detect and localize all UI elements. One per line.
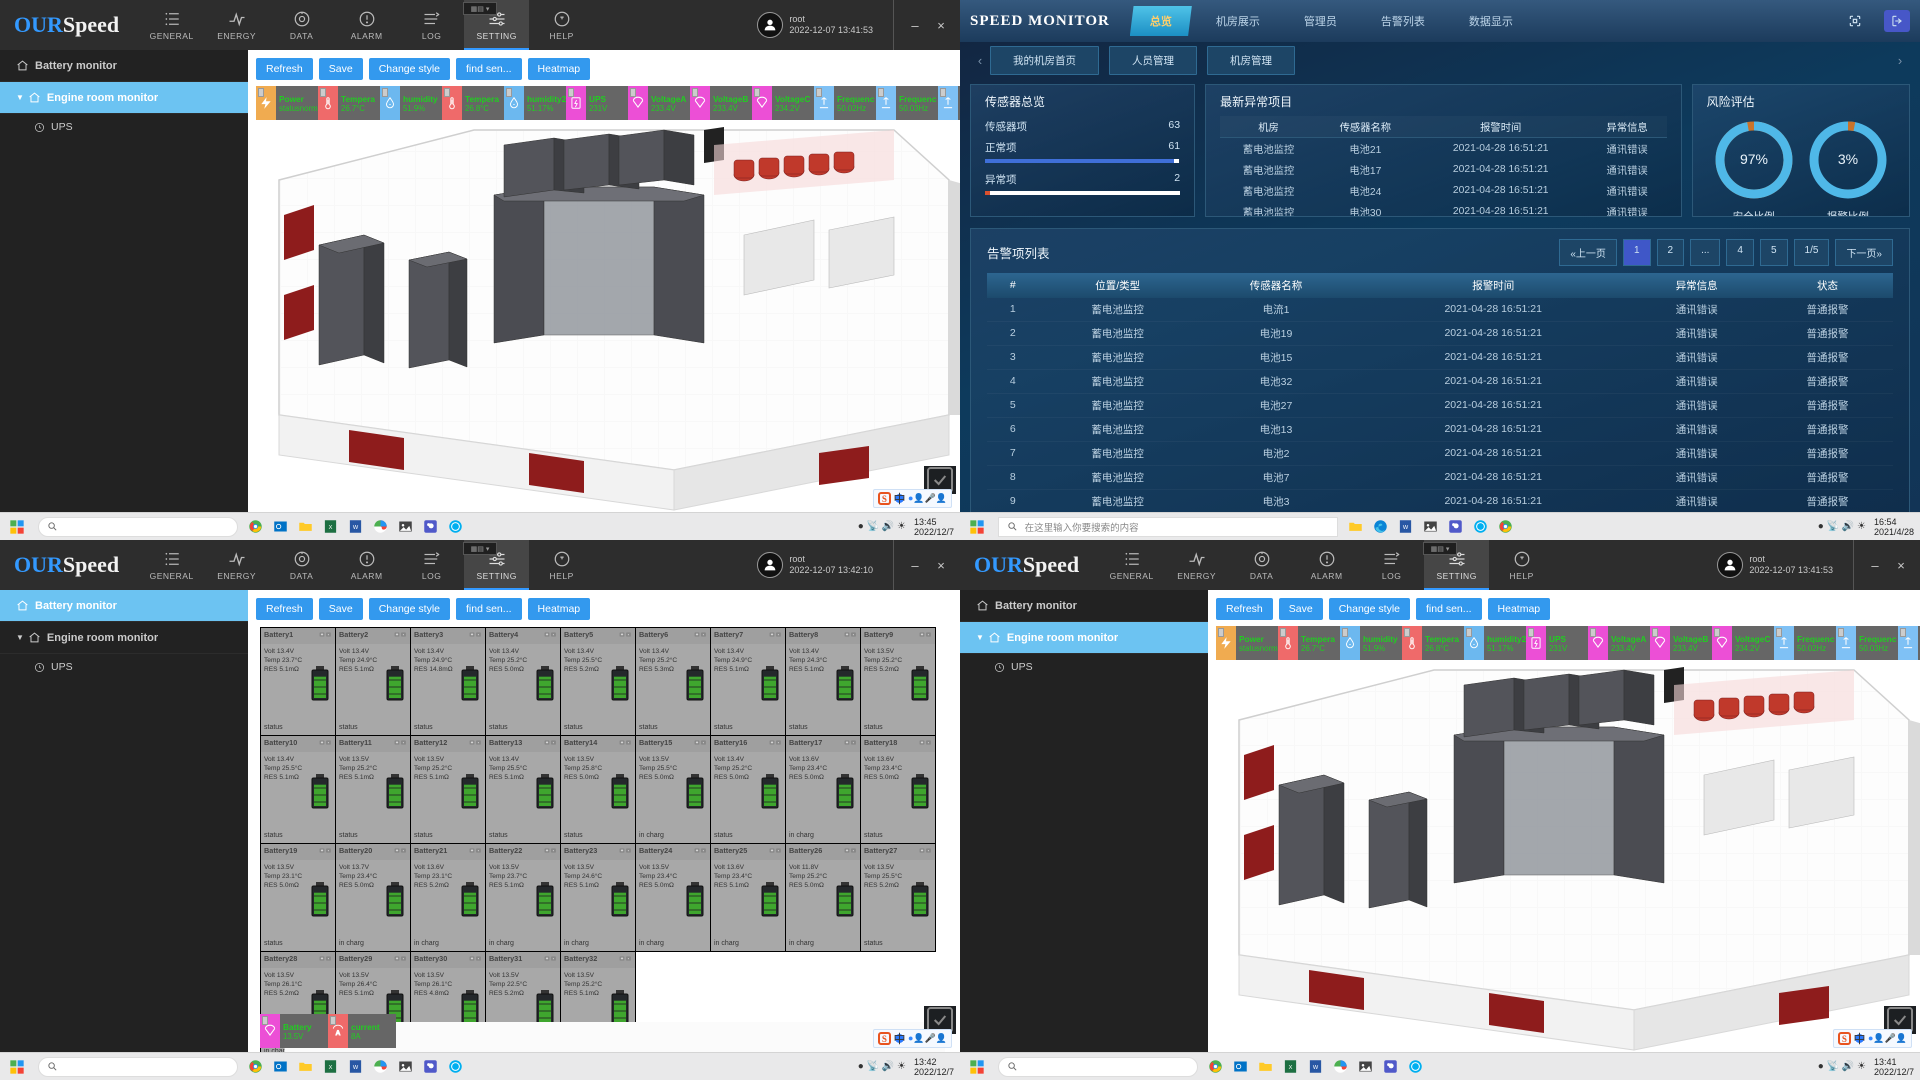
svg-text:97%: 97% — [1740, 151, 1768, 167]
svg-text:W: W — [1313, 1065, 1319, 1071]
svg-text:W: W — [353, 1065, 359, 1071]
svg-text:W: W — [1403, 525, 1409, 531]
svg-text:W: W — [353, 525, 359, 531]
svg-text:X: X — [1289, 1065, 1293, 1071]
svg-text:X: X — [329, 1065, 333, 1071]
svg-text:3%: 3% — [1838, 151, 1858, 167]
svg-text:A: A — [336, 1030, 341, 1037]
svg-text:X: X — [329, 525, 333, 531]
